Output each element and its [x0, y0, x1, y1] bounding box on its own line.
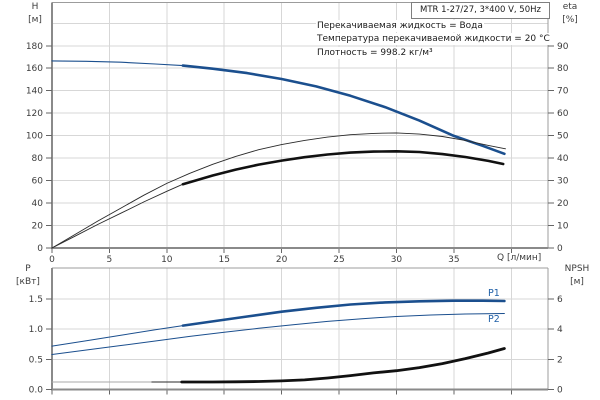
head-thin-segment-curve — [51, 60, 184, 67]
axis-tick-label-x: 5 — [107, 255, 113, 265]
h-axis-unit: [м] — [28, 15, 42, 25]
axis-tick-label-left: 120 — [26, 109, 43, 119]
axis-tick-label-right: 70 — [557, 87, 569, 97]
axis-tick-label-x: 30 — [391, 255, 403, 265]
axis-tick-label-left: 140 — [26, 87, 43, 97]
h-axis-title: H — [31, 2, 39, 12]
axis-tick-label-left: 20 — [32, 222, 44, 232]
p-axis-unit: [кВт] — [16, 277, 40, 287]
axis-tick-label-x: 20 — [276, 255, 288, 265]
npsh-axis-unit: [м] — [570, 277, 584, 287]
fluid-info-line-1: Перекачиваемая жидкость = Вода — [316, 19, 484, 32]
axis-tick-label-right: 20 — [557, 199, 569, 209]
axis-tick-label-right: 0 — [557, 244, 563, 254]
axis-tick-label-left: 40 — [32, 199, 44, 209]
eta-upper-curve — [51, 132, 506, 249]
head-main-curve — [181, 64, 506, 156]
axis-tick-label-right: 0 — [557, 386, 563, 396]
npsh-axis-title: NPSH — [564, 264, 590, 274]
axis-tick-label-x: 25 — [333, 255, 344, 265]
eta-axis-unit: [%] — [562, 15, 578, 25]
npsh-main-curve — [180, 347, 506, 384]
q-axis-title: Q [л/мин] — [497, 253, 542, 263]
eta-lower-duty-curve — [181, 150, 505, 186]
axis-tick-label-left: 80 — [32, 154, 44, 164]
axis-tick-label-left: 1.0 — [29, 325, 44, 335]
p2-curve — [51, 313, 505, 355]
axis-tick-label-right: 6 — [557, 295, 563, 305]
axis-tick-label-left: 1.5 — [29, 295, 43, 305]
axis-tick-label-left: 60 — [32, 177, 44, 187]
axis-tick-label-left: 0 — [37, 244, 43, 254]
p1-thin-segment-curve — [51, 325, 184, 347]
axis-tick-label-x: 0 — [49, 255, 55, 265]
axis-tick-label-left: 0.5 — [29, 355, 43, 365]
p1-main-curve — [181, 299, 506, 327]
pump-model-label: MTR 1-27/27, 3*400 V, 50Hz — [420, 5, 541, 15]
eta-lower-thin-curve — [51, 183, 184, 249]
axis-tick-label-right: 10 — [557, 222, 569, 232]
axis-tick-label-left: 0.0 — [29, 386, 44, 396]
axis-tick-label-right: 30 — [557, 177, 569, 187]
p-axis-title: P — [25, 264, 31, 274]
pump-model-box: MTR 1-27/27, 3*400 V, 50Hz — [411, 2, 550, 19]
axis-tick-label-right: 80 — [557, 64, 569, 74]
axis-tick-label-x: 35 — [448, 255, 459, 265]
fluid-info-line-2: Температура перекачиваемой жидкости = 20… — [316, 33, 551, 45]
fluid-info-line-3: Плотность = 998.2 кг/м³ — [316, 46, 434, 59]
eta-axis-title: eta — [562, 2, 578, 12]
p2-curve-label: P2 — [488, 314, 500, 325]
axis-tick-label-right: 50 — [557, 132, 569, 142]
axis-tick-label-left: 100 — [26, 132, 43, 142]
axis-tick-label-x: 10 — [161, 255, 173, 265]
axis-tick-label-left: 160 — [26, 64, 43, 74]
axis-tick-label-right: 60 — [557, 109, 569, 119]
axis-tick-label-right: 4 — [557, 325, 563, 335]
axis-tick-label-right: 40 — [557, 154, 569, 164]
axis-tick-label-right: 90 — [557, 42, 569, 52]
axis-tick-label-left: 180 — [26, 42, 43, 52]
axis-tick-label-x: 15 — [218, 255, 229, 265]
axis-tick-label-right: 2 — [557, 355, 563, 365]
p1-curve-label: P1 — [488, 288, 500, 299]
